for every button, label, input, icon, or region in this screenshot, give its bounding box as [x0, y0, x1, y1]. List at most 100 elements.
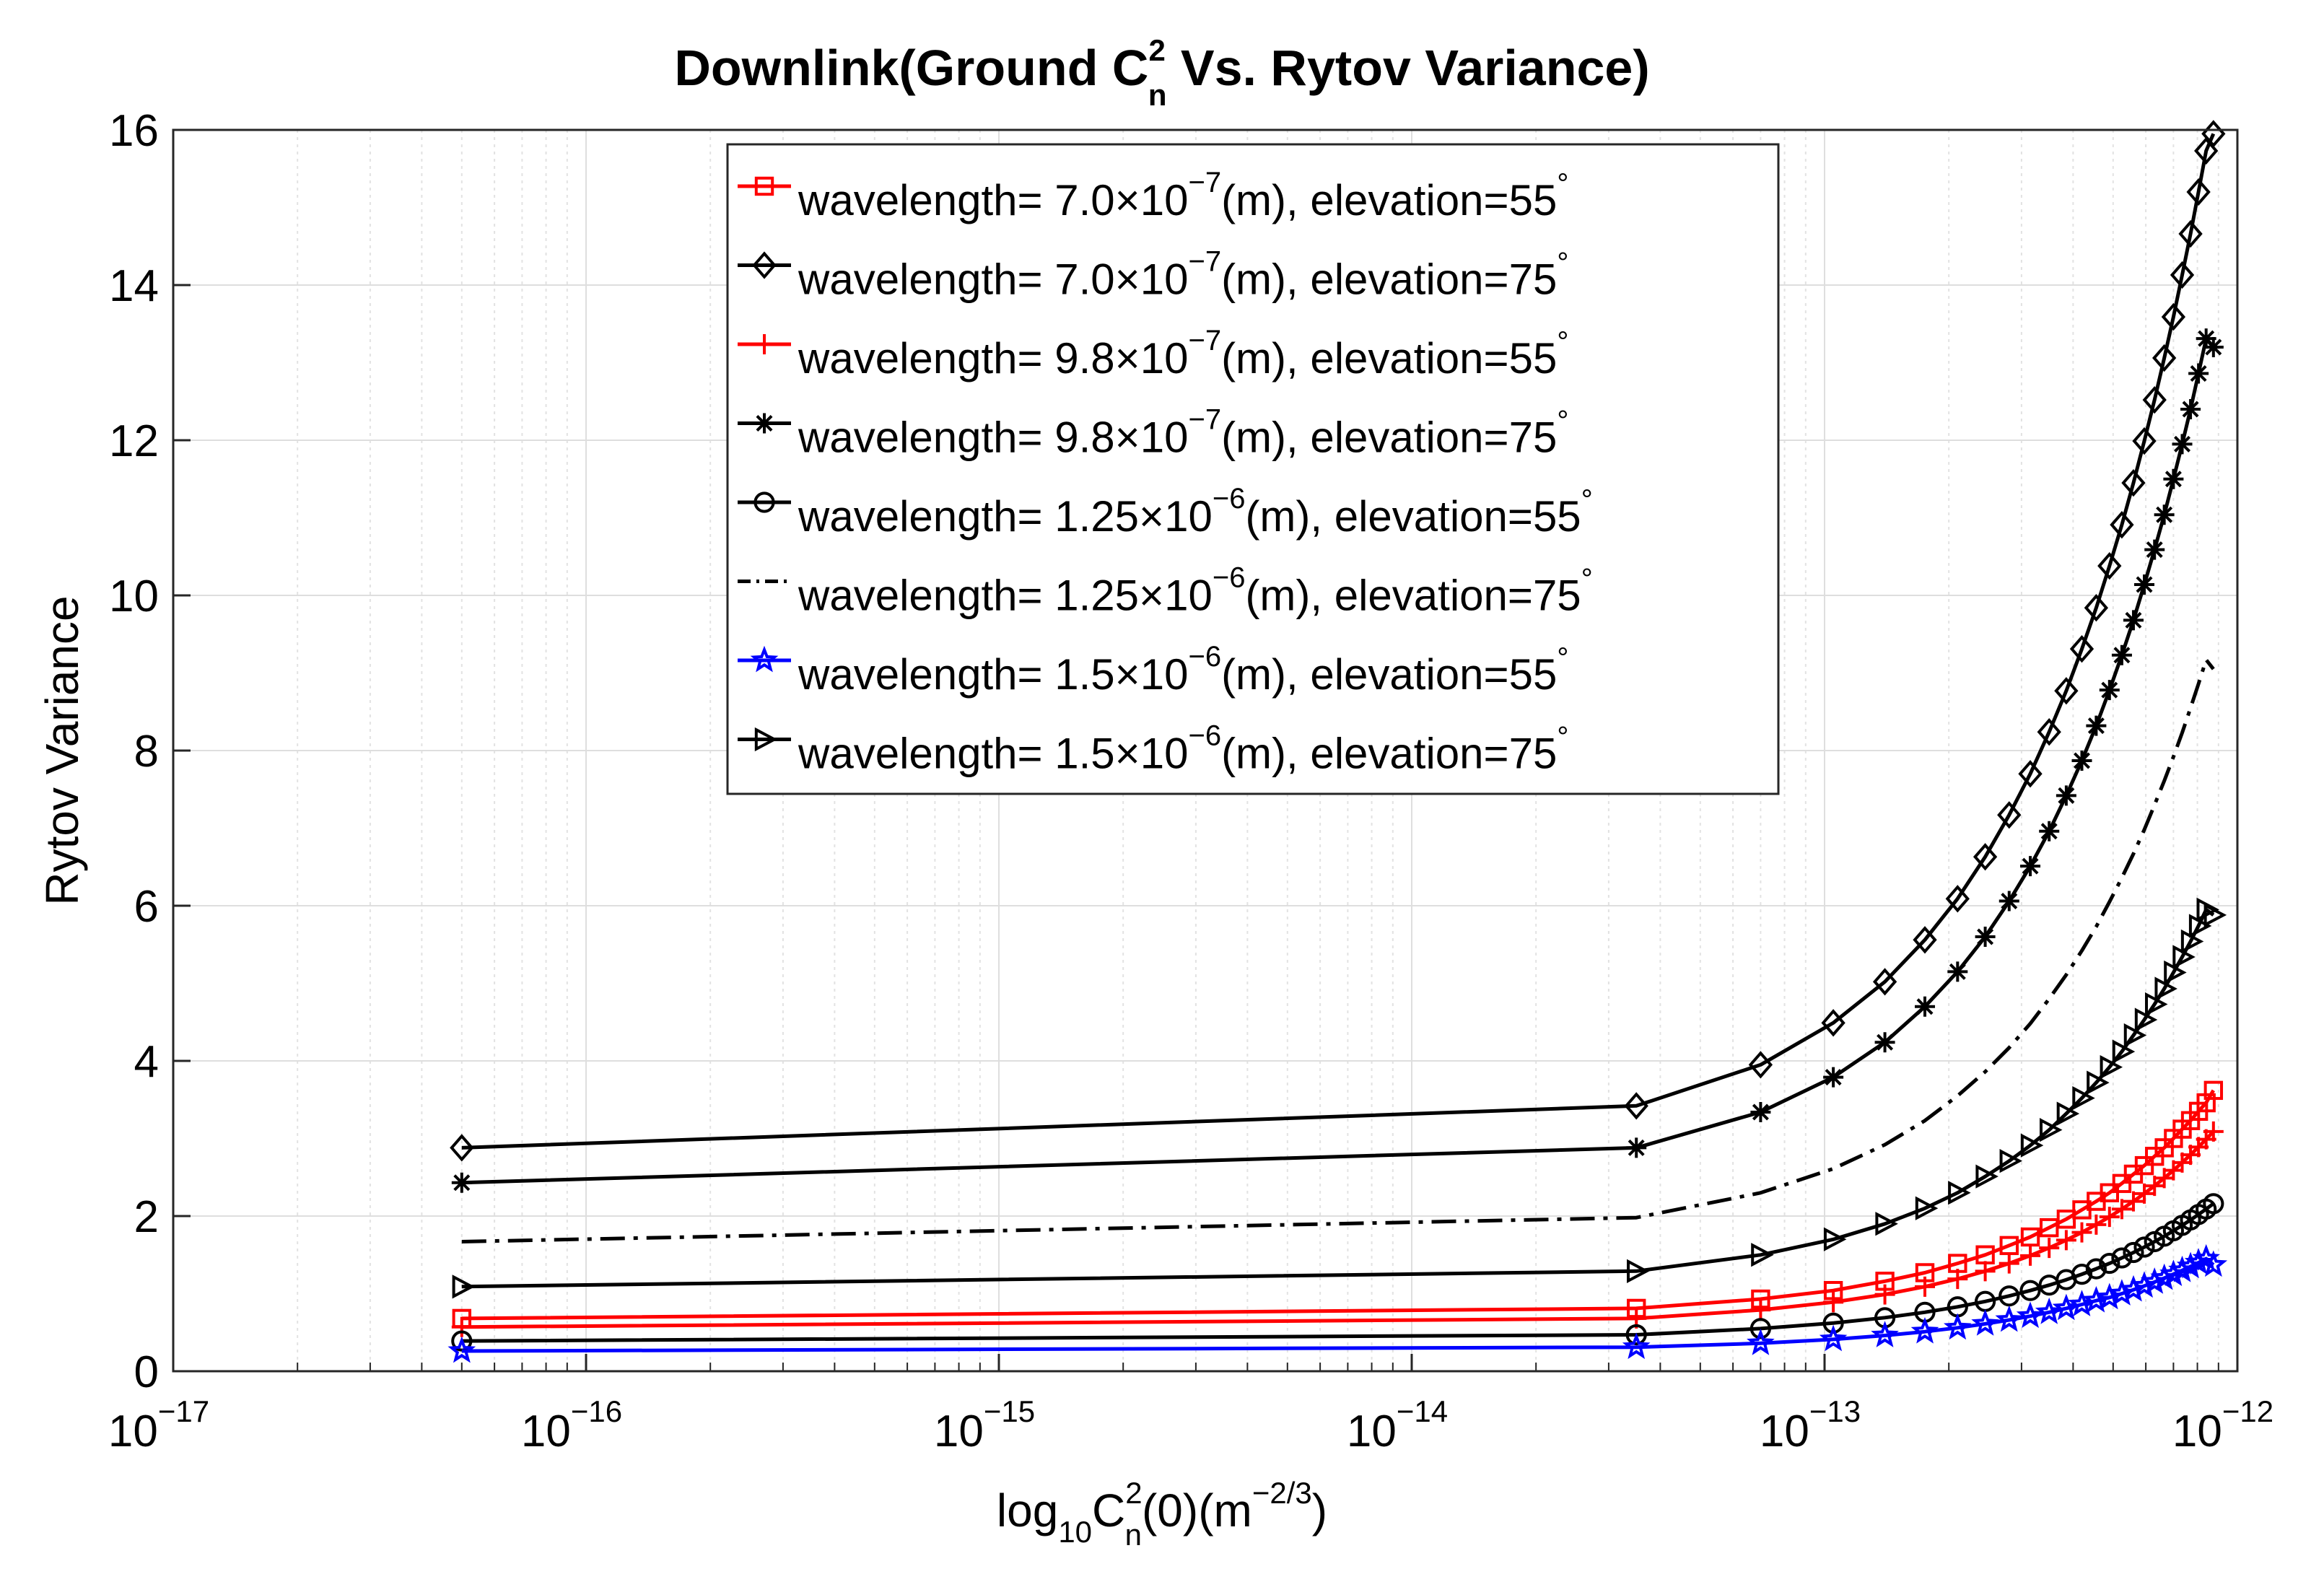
marker-triangle-right: [1627, 1259, 1650, 1283]
marker-square: [2020, 1227, 2040, 1247]
legend-label: wavelength= 1.25×10−6(m), elevation=75°: [798, 562, 1593, 620]
marker-circle: [1625, 1324, 1647, 1346]
legend-item: wavelength= 1.5×10−6(m), elevation=55°: [738, 641, 1568, 699]
marker-asterisk: [2134, 574, 2155, 595]
series-layer: [447, 120, 2228, 1363]
marker-triangle-right: [2154, 976, 2177, 1001]
marker-diamond: [1913, 926, 1937, 954]
series-3: [451, 1121, 2224, 1337]
marker-triangle-right: [2056, 1101, 2080, 1126]
legend: wavelength= 7.0×10−7(m), elevation=55° wa…: [726, 143, 1780, 795]
marker-circle: [2099, 1252, 2120, 1275]
marker-diamond: [2142, 385, 2167, 414]
marker-pentagram: [1971, 1309, 1999, 1336]
marker-asterisk: [1975, 927, 1996, 947]
marker-asterisk: [2163, 468, 2184, 489]
x-tick-label: 10−17: [108, 1394, 209, 1456]
marker-plus: [1750, 1300, 1771, 1321]
marker-plus: [2056, 1230, 2076, 1251]
marker-diamond: [2178, 219, 2203, 248]
marker-diamond: [2054, 677, 2079, 705]
marker-diamond: [1973, 843, 1998, 871]
marker-square: [754, 176, 774, 196]
marker-asterisk: [2172, 434, 2193, 455]
marker-plus: [2086, 1214, 2107, 1235]
series-line: [461, 133, 2216, 1150]
marker-circle: [1749, 1318, 1771, 1339]
x-tick-label: 10−13: [1760, 1394, 1861, 1456]
marker-pentagram: [2035, 1298, 2063, 1324]
marker-asterisk: [754, 413, 774, 434]
marker-plus: [1874, 1284, 1895, 1305]
legend-item: wavelength= 1.25×10−6(m), elevation=75°: [738, 562, 1593, 620]
marker-diamond: [2037, 718, 2061, 746]
y-tick-label: 2: [134, 1192, 159, 1242]
marker-asterisk: [1823, 1067, 1844, 1088]
legend-item: wavelength= 1.25×10−6(m), elevation=55°: [738, 483, 1593, 541]
marker-diamond: [1624, 1092, 1648, 1120]
marker-diamond: [2132, 427, 2157, 455]
marker-triangle-right: [1915, 1196, 1939, 1220]
marker-asterisk: [2188, 363, 2209, 384]
marker-triangle-right: [1875, 1212, 1898, 1236]
marker-diamond: [2186, 178, 2211, 206]
marker-diamond: [2121, 468, 2146, 497]
marker-asterisk: [2099, 680, 2120, 701]
legend-item: wavelength= 7.0×10−7(m), elevation=75°: [738, 246, 1568, 304]
marker-plus: [2039, 1238, 2060, 1259]
x-tick-label: 10−12: [2172, 1394, 2273, 1456]
marker-plus: [2203, 1121, 2224, 1142]
marker-pentagram: [2199, 1250, 2228, 1277]
legend-item: wavelength= 9.8×10−7(m), elevation=75°: [738, 404, 1568, 462]
marker-circle: [1998, 1285, 2020, 1307]
marker-circle: [2071, 1264, 2093, 1285]
marker-triangle-right: [1948, 1181, 1971, 1205]
marker-circle: [2111, 1247, 2133, 1269]
legend-item: wavelength= 7.0×10−7(m), elevation=55°: [738, 167, 1568, 224]
marker-diamond: [1872, 968, 1897, 996]
y-tick-label: 10: [109, 572, 159, 621]
marker-plus: [1947, 1269, 1968, 1290]
series-1: [452, 1080, 2224, 1329]
marker-diamond: [2069, 635, 2094, 663]
marker-triangle-right: [2180, 929, 2204, 954]
marker-diamond: [2194, 136, 2219, 165]
marker-pentagram: [1995, 1305, 2024, 1332]
marker-diamond: [2170, 261, 2195, 289]
marker-pentagram: [2150, 1263, 2178, 1290]
marker-triangle-right: [1751, 1243, 1774, 1267]
marker-asterisk: [2144, 539, 2165, 560]
series-4: [451, 328, 2224, 1193]
legend-item: wavelength= 1.5×10−6(m), elevation=75°: [738, 720, 1568, 778]
marker-triangle-right: [1999, 1149, 2023, 1173]
marker-circle: [2203, 1193, 2224, 1215]
marker-asterisk: [1915, 996, 1936, 1017]
chart-title: Downlink(Ground C2 n Vs. Rytov Variance): [674, 33, 1649, 112]
legend-item: wavelength= 9.8×10−7(m), elevation=55°: [738, 325, 1568, 382]
marker-triangle-right: [452, 1275, 476, 1299]
marker-asterisk: [2039, 821, 2060, 841]
marker-triangle-right: [2020, 1133, 2044, 1158]
marker-triangle-right: [2123, 1023, 2147, 1048]
y-tick-label: 14: [109, 261, 159, 311]
marker-plus: [2099, 1207, 2120, 1228]
marker-triangle-right: [2203, 903, 2227, 927]
marker-triangle-right: [2072, 1085, 2095, 1111]
marker-diamond: [1997, 801, 2022, 829]
marker-asterisk: [1998, 891, 2019, 911]
y-tick-label: 0: [134, 1347, 159, 1397]
marker-plus: [1975, 1261, 1996, 1282]
marker-pentagram: [1747, 1329, 1775, 1355]
marker-asterisk: [2196, 328, 2216, 349]
series-line: [461, 1130, 2215, 1329]
marker-triangle-right: [1975, 1164, 1998, 1189]
y-tick-label: 6: [134, 882, 159, 932]
y-axis-label: Rytov Variance: [36, 595, 88, 905]
legend-label: wavelength= 9.8×10−7(m), elevation=75°: [798, 404, 1568, 462]
marker-pentagram: [1910, 1316, 1939, 1344]
marker-asterisk: [2154, 504, 2175, 525]
marker-asterisk: [451, 1172, 472, 1193]
marker-diamond: [1748, 1051, 1773, 1079]
marker-triangle-right: [2040, 1118, 2063, 1142]
